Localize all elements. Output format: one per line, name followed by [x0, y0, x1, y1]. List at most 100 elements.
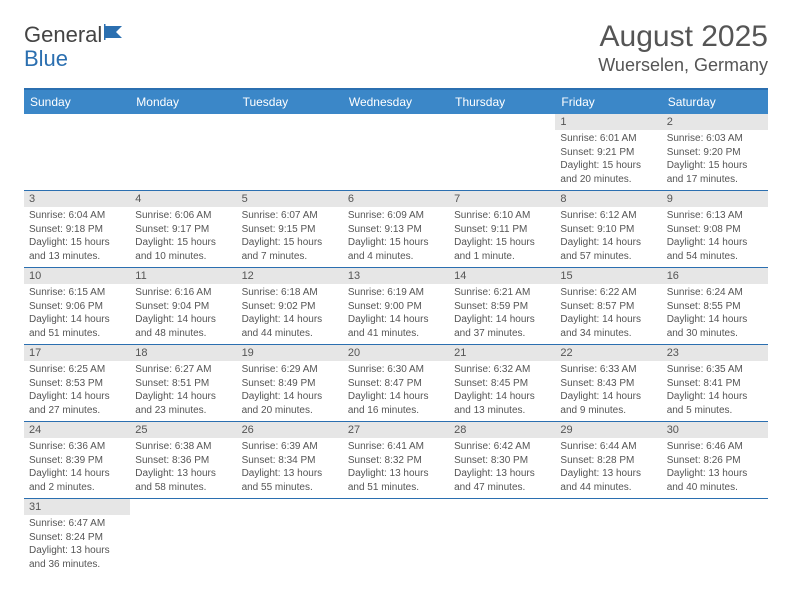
calendar-cell: 27Sunrise: 6:41 AMSunset: 8:32 PMDayligh…	[343, 422, 449, 499]
day-number: 5	[237, 191, 343, 207]
day-number: 25	[130, 422, 236, 438]
day-content: Sunrise: 6:33 AMSunset: 8:43 PMDaylight:…	[555, 361, 661, 421]
day-number: 2	[662, 114, 768, 130]
calendar-cell: 14Sunrise: 6:21 AMSunset: 8:59 PMDayligh…	[449, 268, 555, 345]
calendar-cell: 28Sunrise: 6:42 AMSunset: 8:30 PMDayligh…	[449, 422, 555, 499]
calendar-cell: 11Sunrise: 6:16 AMSunset: 9:04 PMDayligh…	[130, 268, 236, 345]
calendar-cell: 23Sunrise: 6:35 AMSunset: 8:41 PMDayligh…	[662, 345, 768, 422]
title-block: August 2025 Wuerselen, Germany	[598, 20, 768, 76]
calendar-table: Sunday Monday Tuesday Wednesday Thursday…	[24, 88, 768, 575]
calendar-cell: 18Sunrise: 6:27 AMSunset: 8:51 PMDayligh…	[130, 345, 236, 422]
day-number: 31	[24, 499, 130, 515]
weekday-header: Saturday	[662, 89, 768, 114]
calendar-cell	[24, 114, 130, 191]
day-content: Sunrise: 6:06 AMSunset: 9:17 PMDaylight:…	[130, 207, 236, 267]
day-number: 16	[662, 268, 768, 284]
calendar-body: 1Sunrise: 6:01 AMSunset: 9:21 PMDaylight…	[24, 114, 768, 575]
calendar-week-row: 1Sunrise: 6:01 AMSunset: 9:21 PMDaylight…	[24, 114, 768, 191]
calendar-week-row: 24Sunrise: 6:36 AMSunset: 8:39 PMDayligh…	[24, 422, 768, 499]
day-number: 27	[343, 422, 449, 438]
logo-text-1: General	[24, 22, 102, 48]
day-number: 4	[130, 191, 236, 207]
day-content: Sunrise: 6:13 AMSunset: 9:08 PMDaylight:…	[662, 207, 768, 267]
day-content: Sunrise: 6:38 AMSunset: 8:36 PMDaylight:…	[130, 438, 236, 498]
day-number: 17	[24, 345, 130, 361]
day-content: Sunrise: 6:25 AMSunset: 8:53 PMDaylight:…	[24, 361, 130, 421]
calendar-cell	[449, 114, 555, 191]
calendar-cell: 16Sunrise: 6:24 AMSunset: 8:55 PMDayligh…	[662, 268, 768, 345]
location-label: Wuerselen, Germany	[598, 55, 768, 76]
calendar-cell: 26Sunrise: 6:39 AMSunset: 8:34 PMDayligh…	[237, 422, 343, 499]
day-number: 11	[130, 268, 236, 284]
day-content: Sunrise: 6:21 AMSunset: 8:59 PMDaylight:…	[449, 284, 555, 344]
day-content: Sunrise: 6:44 AMSunset: 8:28 PMDaylight:…	[555, 438, 661, 498]
weekday-header: Friday	[555, 89, 661, 114]
calendar-cell: 1Sunrise: 6:01 AMSunset: 9:21 PMDaylight…	[555, 114, 661, 191]
day-content: Sunrise: 6:15 AMSunset: 9:06 PMDaylight:…	[24, 284, 130, 344]
flag-icon	[104, 20, 126, 46]
day-content: Sunrise: 6:18 AMSunset: 9:02 PMDaylight:…	[237, 284, 343, 344]
weekday-header: Sunday	[24, 89, 130, 114]
calendar-week-row: 3Sunrise: 6:04 AMSunset: 9:18 PMDaylight…	[24, 191, 768, 268]
calendar-cell: 24Sunrise: 6:36 AMSunset: 8:39 PMDayligh…	[24, 422, 130, 499]
month-title: August 2025	[598, 20, 768, 53]
day-content: Sunrise: 6:30 AMSunset: 8:47 PMDaylight:…	[343, 361, 449, 421]
day-content: Sunrise: 6:39 AMSunset: 8:34 PMDaylight:…	[237, 438, 343, 498]
day-number: 26	[237, 422, 343, 438]
calendar-cell	[343, 114, 449, 191]
calendar-cell	[662, 499, 768, 576]
calendar-cell: 10Sunrise: 6:15 AMSunset: 9:06 PMDayligh…	[24, 268, 130, 345]
calendar-cell	[237, 114, 343, 191]
day-number: 14	[449, 268, 555, 284]
day-number: 18	[130, 345, 236, 361]
day-number: 3	[24, 191, 130, 207]
calendar-cell: 7Sunrise: 6:10 AMSunset: 9:11 PMDaylight…	[449, 191, 555, 268]
day-number: 19	[237, 345, 343, 361]
day-number: 12	[237, 268, 343, 284]
weekday-header: Thursday	[449, 89, 555, 114]
calendar-cell	[449, 499, 555, 576]
day-content: Sunrise: 6:03 AMSunset: 9:20 PMDaylight:…	[662, 130, 768, 190]
logo-text-2: Blue	[24, 46, 68, 72]
calendar-cell: 12Sunrise: 6:18 AMSunset: 9:02 PMDayligh…	[237, 268, 343, 345]
weekday-header: Tuesday	[237, 89, 343, 114]
calendar-cell: 4Sunrise: 6:06 AMSunset: 9:17 PMDaylight…	[130, 191, 236, 268]
day-content: Sunrise: 6:19 AMSunset: 9:00 PMDaylight:…	[343, 284, 449, 344]
calendar-cell: 8Sunrise: 6:12 AMSunset: 9:10 PMDaylight…	[555, 191, 661, 268]
calendar-cell: 2Sunrise: 6:03 AMSunset: 9:20 PMDaylight…	[662, 114, 768, 191]
day-number: 20	[343, 345, 449, 361]
day-content: Sunrise: 6:42 AMSunset: 8:30 PMDaylight:…	[449, 438, 555, 498]
day-content: Sunrise: 6:32 AMSunset: 8:45 PMDaylight:…	[449, 361, 555, 421]
day-number: 30	[662, 422, 768, 438]
calendar-cell: 5Sunrise: 6:07 AMSunset: 9:15 PMDaylight…	[237, 191, 343, 268]
day-content: Sunrise: 6:46 AMSunset: 8:26 PMDaylight:…	[662, 438, 768, 498]
calendar-cell: 31Sunrise: 6:47 AMSunset: 8:24 PMDayligh…	[24, 499, 130, 576]
calendar-cell: 9Sunrise: 6:13 AMSunset: 9:08 PMDaylight…	[662, 191, 768, 268]
day-content: Sunrise: 6:22 AMSunset: 8:57 PMDaylight:…	[555, 284, 661, 344]
calendar-cell: 3Sunrise: 6:04 AMSunset: 9:18 PMDaylight…	[24, 191, 130, 268]
calendar-week-row: 10Sunrise: 6:15 AMSunset: 9:06 PMDayligh…	[24, 268, 768, 345]
day-number: 13	[343, 268, 449, 284]
weekday-header: Wednesday	[343, 89, 449, 114]
calendar-header-row: Sunday Monday Tuesday Wednesday Thursday…	[24, 89, 768, 114]
weekday-header: Monday	[130, 89, 236, 114]
day-content: Sunrise: 6:47 AMSunset: 8:24 PMDaylight:…	[24, 515, 130, 575]
calendar-cell: 21Sunrise: 6:32 AMSunset: 8:45 PMDayligh…	[449, 345, 555, 422]
day-number: 21	[449, 345, 555, 361]
calendar-page: General August 2025 Wuerselen, Germany B…	[0, 0, 792, 612]
day-number: 10	[24, 268, 130, 284]
day-number: 7	[449, 191, 555, 207]
page-header: General August 2025 Wuerselen, Germany	[24, 20, 768, 76]
day-content: Sunrise: 6:10 AMSunset: 9:11 PMDaylight:…	[449, 207, 555, 267]
calendar-cell: 25Sunrise: 6:38 AMSunset: 8:36 PMDayligh…	[130, 422, 236, 499]
day-content: Sunrise: 6:07 AMSunset: 9:15 PMDaylight:…	[237, 207, 343, 267]
day-content: Sunrise: 6:29 AMSunset: 8:49 PMDaylight:…	[237, 361, 343, 421]
day-number: 28	[449, 422, 555, 438]
day-content: Sunrise: 6:27 AMSunset: 8:51 PMDaylight:…	[130, 361, 236, 421]
day-content: Sunrise: 6:01 AMSunset: 9:21 PMDaylight:…	[555, 130, 661, 190]
calendar-cell: 17Sunrise: 6:25 AMSunset: 8:53 PMDayligh…	[24, 345, 130, 422]
calendar-week-row: 17Sunrise: 6:25 AMSunset: 8:53 PMDayligh…	[24, 345, 768, 422]
day-content: Sunrise: 6:12 AMSunset: 9:10 PMDaylight:…	[555, 207, 661, 267]
calendar-cell	[343, 499, 449, 576]
day-number: 15	[555, 268, 661, 284]
